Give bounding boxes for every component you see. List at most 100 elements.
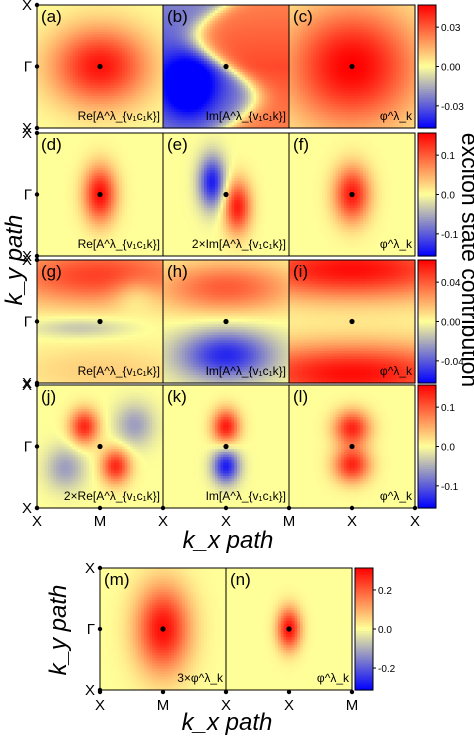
heatmap-cell [100,45,104,49]
heatmap-cell [160,61,164,65]
heatmap-cell [69,98,74,102]
heatmap-cell [146,47,150,52]
heatmap-cell [119,87,123,92]
heatmap-cell [69,95,74,100]
heatmap-cell [108,85,112,89]
heatmap-cell [61,95,65,100]
heatmap-cell [80,37,85,41]
heatmap-cell [37,21,41,25]
heatmap-cell [193,13,197,17]
heatmap-cell [143,66,148,70]
heatmap-cell [135,45,139,49]
heatmap-cell [119,45,123,49]
heatmap-cell [176,90,181,94]
heatmap-cell [100,47,104,52]
heatmap-cell [190,111,194,116]
heatmap-cell [94,5,98,9]
heatmap-cell [163,77,167,81]
heatmap-cell [37,29,41,33]
heatmap-cell [108,13,112,17]
heatmap-cell [39,63,44,68]
heatmap-cell [160,18,164,22]
heatmap-cell [100,53,104,57]
heatmap-cell [168,125,172,129]
heatmap-cell [39,95,44,100]
heatmap-cell [143,13,148,17]
heatmap-cell [190,106,194,110]
heatmap-cell [152,122,156,126]
heatmap-cell [113,111,118,116]
heatmap-cell [67,106,71,110]
heatmap-cell [56,69,60,73]
heatmap-cell [171,31,175,36]
heatmap-cell [37,5,41,9]
heatmap-cell [58,95,63,100]
heatmap-cell [121,47,126,52]
heatmap-cell [94,7,98,11]
heatmap-cell [83,69,87,73]
heatmap-cell [141,109,145,113]
heatmap-cell [195,61,200,65]
heatmap-cell [193,85,197,89]
heatmap-cell [132,21,137,25]
heatmap-cell [72,74,76,78]
heatmap-cell [165,109,170,113]
heatmap-cell [72,101,76,105]
heatmap-cell [39,85,44,89]
heatmap-cell [102,125,107,129]
heatmap-cell [127,37,131,41]
heatmap-cell [184,31,189,36]
heatmap-cell [176,103,181,108]
heatmap-cell [91,45,96,49]
heatmap-cell [105,74,109,78]
heatmap-cell [146,29,150,33]
heatmap-cell [47,101,52,105]
heatmap-cell [75,79,79,84]
heatmap-cell [42,31,46,36]
heatmap-cell [157,58,161,62]
heatmap-cell [138,39,142,44]
heatmap-cell [130,101,134,105]
heatmap-cell [37,55,41,60]
heatmap-cell [184,34,189,38]
heatmap-cell [105,69,109,73]
heatmap-cell [75,122,79,126]
heatmap-cell [42,122,46,126]
heatmap-cell [61,111,65,116]
heatmap-cell [121,31,126,36]
heatmap-cell [80,15,85,19]
heatmap-cell [130,117,134,121]
heatmap-cell [110,47,115,52]
heatmap-cell [100,106,104,110]
heatmap-cell [97,58,101,62]
heatmap-cell [119,106,123,110]
heatmap-cell [184,82,189,86]
heatmap-cell [143,85,148,89]
heatmap-cell [143,79,148,84]
heatmap-cell [39,15,44,19]
heatmap-cell [160,93,164,97]
heatmap-cell [72,21,76,25]
heatmap-cell [67,79,71,84]
heatmap-cell [56,53,60,57]
heatmap-cell [110,74,115,78]
heatmap-cell [80,7,85,11]
heatmap-cell [157,82,161,86]
heatmap-cell [116,55,120,60]
heatmap-cell [108,119,112,124]
heatmap-cell [100,98,104,102]
heatmap-cell [165,122,170,126]
heatmap-cell [56,119,60,124]
heatmap-cell [69,114,74,118]
heatmap-cell [69,15,74,19]
heatmap-cell [179,61,183,65]
heatmap-cell [176,58,181,62]
heatmap-cell [187,85,191,89]
heatmap-cell [58,119,63,124]
heatmap-cell [160,114,164,118]
heatmap-cell [121,26,126,30]
heatmap-cell [149,10,153,14]
heatmap-cell [171,37,175,41]
heatmap-cell [67,125,71,129]
heatmap-cell [179,98,183,102]
